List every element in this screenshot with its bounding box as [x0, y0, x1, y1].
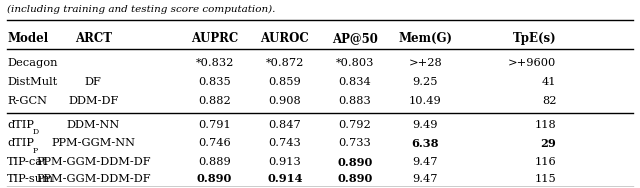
- Text: 0.889: 0.889: [198, 157, 231, 167]
- Text: *0.872: *0.872: [266, 58, 304, 68]
- Text: 10.49: 10.49: [409, 96, 442, 105]
- Text: 29: 29: [541, 138, 556, 149]
- Text: 116: 116: [534, 157, 556, 167]
- Text: TIP-sum: TIP-sum: [7, 174, 54, 184]
- Text: DDM-DF: DDM-DF: [68, 96, 118, 105]
- Text: D: D: [33, 128, 39, 136]
- Text: 0.908: 0.908: [269, 96, 301, 105]
- Text: >+9600: >+9600: [508, 58, 556, 68]
- Text: 9.25: 9.25: [413, 77, 438, 87]
- Text: 118: 118: [534, 120, 556, 130]
- Text: 0.890: 0.890: [337, 157, 373, 168]
- Text: *0.832: *0.832: [195, 58, 234, 68]
- Text: 0.743: 0.743: [269, 138, 301, 149]
- Text: 0.792: 0.792: [339, 120, 371, 130]
- Text: 0.890: 0.890: [337, 173, 373, 184]
- Text: PPM-GGM-DDM-DF: PPM-GGM-DDM-DF: [36, 174, 150, 184]
- Text: 0.859: 0.859: [269, 77, 301, 87]
- Text: 115: 115: [534, 174, 556, 184]
- Text: 0.746: 0.746: [198, 138, 231, 149]
- Text: Decagon: Decagon: [7, 58, 58, 68]
- Text: *0.803: *0.803: [336, 58, 374, 68]
- Text: 9.49: 9.49: [413, 120, 438, 130]
- Text: TIP-cat: TIP-cat: [7, 157, 48, 167]
- Text: DDM-NN: DDM-NN: [67, 120, 120, 130]
- Text: TpE(s): TpE(s): [513, 33, 556, 45]
- Text: 0.847: 0.847: [269, 120, 301, 130]
- Text: dTIP: dTIP: [7, 120, 34, 130]
- Text: 0.914: 0.914: [267, 173, 303, 184]
- Text: 0.835: 0.835: [198, 77, 231, 87]
- Text: 0.791: 0.791: [198, 120, 231, 130]
- Text: 0.913: 0.913: [269, 157, 301, 167]
- Text: 0.733: 0.733: [339, 138, 371, 149]
- Text: AUPRC: AUPRC: [191, 33, 238, 45]
- Text: 9.47: 9.47: [413, 157, 438, 167]
- Text: DF: DF: [85, 77, 102, 87]
- Text: 0.883: 0.883: [339, 96, 371, 105]
- Text: AUROC: AUROC: [260, 33, 309, 45]
- Text: 41: 41: [542, 77, 556, 87]
- Text: PPM-GGM-NN: PPM-GGM-NN: [51, 138, 135, 149]
- Text: R-GCN: R-GCN: [7, 96, 47, 105]
- Text: AP@50: AP@50: [332, 33, 378, 45]
- Text: ARCT: ARCT: [75, 33, 112, 45]
- Text: 0.890: 0.890: [197, 173, 232, 184]
- Text: P: P: [33, 146, 38, 155]
- Text: 0.834: 0.834: [339, 77, 371, 87]
- Text: dTIP: dTIP: [7, 138, 34, 149]
- Text: 6.38: 6.38: [412, 138, 439, 149]
- Text: >+28: >+28: [408, 58, 442, 68]
- Text: DistMult: DistMult: [7, 77, 58, 87]
- Text: PPM-GGM-DDM-DF: PPM-GGM-DDM-DF: [36, 157, 150, 167]
- Text: 0.882: 0.882: [198, 96, 231, 105]
- Text: Mem(G): Mem(G): [398, 33, 452, 45]
- Text: Model: Model: [7, 33, 48, 45]
- Text: 9.47: 9.47: [413, 174, 438, 184]
- Text: 82: 82: [542, 96, 556, 105]
- Text: (including training and testing score computation).: (including training and testing score co…: [7, 5, 275, 14]
